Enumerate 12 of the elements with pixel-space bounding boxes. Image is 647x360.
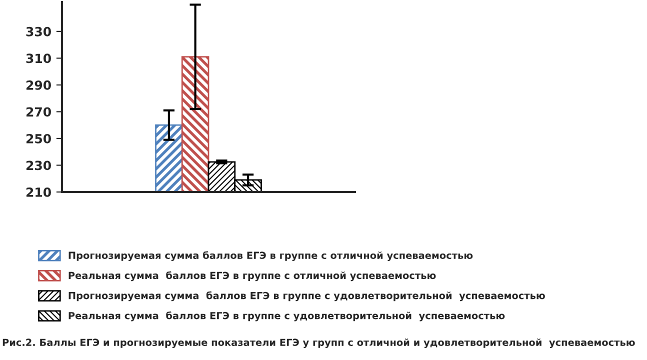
legend-label: Прогнозируемая сумма баллов ЕГЭ в группе с удовлетворительной успеваемостью: [68, 291, 545, 302]
y-tick-label: 230: [26, 160, 51, 170]
y-tick-label: 270: [26, 107, 51, 117]
y-tick-label: 250: [26, 134, 51, 144]
text: Рис.2. Баллы ЕГЭ и прогнозируемые показатели ЕГЭ у групп с отличной и удовлетворительной успеваемостью: [2, 338, 635, 348]
legend-label: Реальная сумма баллов ЕГЭ в группе с отличной успеваемостью: [68, 271, 436, 282]
legend-label: Реальная сумма баллов ЕГЭ в группе с удовлетворительной успеваемостью: [68, 311, 505, 322]
legend-label: Прогнозируемая сумма баллов ЕГЭ в группе с отличной успеваемостью: [68, 251, 473, 261]
y-tick-label: 310: [26, 54, 51, 64]
y-tick-label: 210: [26, 187, 51, 197]
y-tick-label: 290: [26, 80, 51, 90]
y-tick-label: 330: [26, 26, 51, 36]
